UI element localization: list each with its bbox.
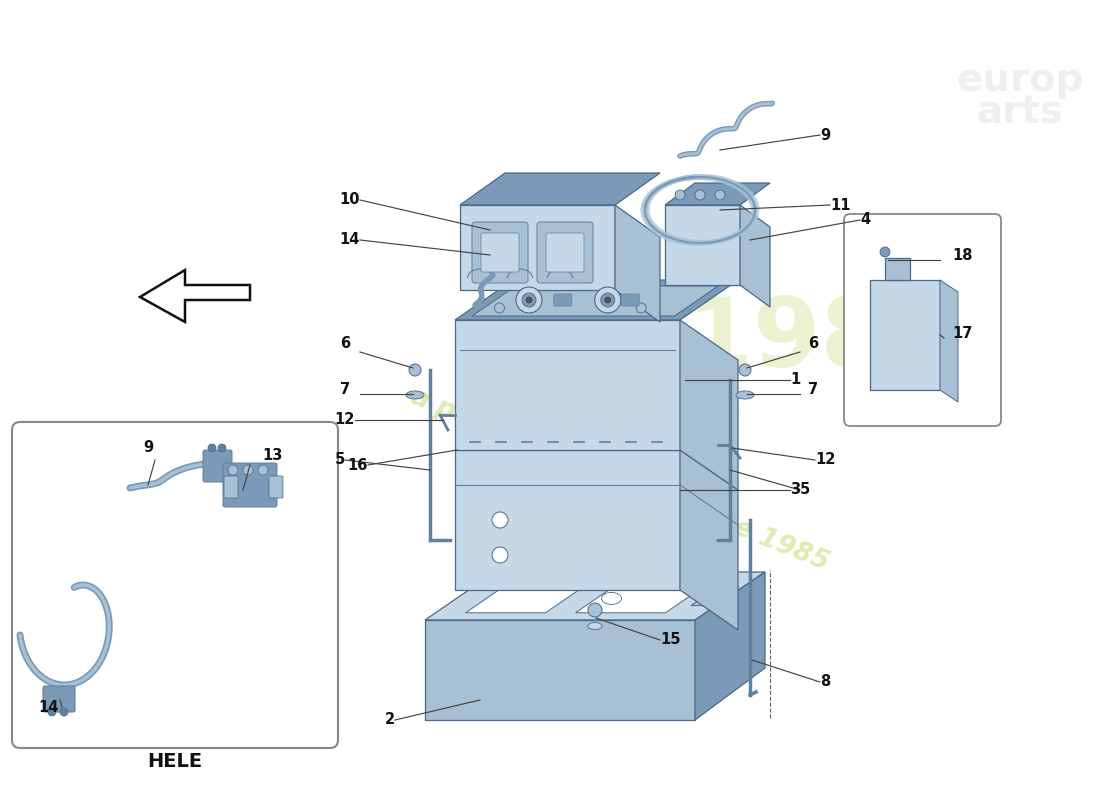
FancyBboxPatch shape xyxy=(12,422,338,748)
Circle shape xyxy=(258,465,268,475)
Polygon shape xyxy=(575,584,707,613)
Polygon shape xyxy=(460,205,615,290)
Polygon shape xyxy=(740,205,770,307)
Ellipse shape xyxy=(602,592,621,605)
Circle shape xyxy=(48,708,56,716)
Ellipse shape xyxy=(406,391,424,399)
Text: HELE: HELE xyxy=(147,752,202,771)
Text: 7: 7 xyxy=(340,382,350,397)
Polygon shape xyxy=(680,450,738,630)
Circle shape xyxy=(409,364,421,376)
Polygon shape xyxy=(666,205,740,285)
Circle shape xyxy=(60,708,68,716)
Text: 5: 5 xyxy=(800,482,811,498)
FancyBboxPatch shape xyxy=(553,294,572,306)
Text: 6: 6 xyxy=(340,336,350,351)
Polygon shape xyxy=(870,280,940,390)
Polygon shape xyxy=(695,572,764,720)
FancyBboxPatch shape xyxy=(472,222,528,283)
Polygon shape xyxy=(666,183,770,205)
Polygon shape xyxy=(140,270,250,322)
FancyBboxPatch shape xyxy=(546,233,584,272)
Text: 1985: 1985 xyxy=(684,294,955,386)
Text: 4: 4 xyxy=(860,213,870,227)
Circle shape xyxy=(243,465,253,475)
Ellipse shape xyxy=(588,622,602,630)
FancyBboxPatch shape xyxy=(621,294,639,306)
Text: a passion for parts since 1985: a passion for parts since 1985 xyxy=(407,384,833,576)
FancyBboxPatch shape xyxy=(43,686,75,712)
Text: 13: 13 xyxy=(262,448,283,463)
Circle shape xyxy=(526,297,532,303)
Circle shape xyxy=(739,364,751,376)
Text: 9: 9 xyxy=(820,127,830,142)
Text: 9: 9 xyxy=(143,440,153,455)
Circle shape xyxy=(522,293,536,307)
Text: 12: 12 xyxy=(334,413,355,427)
Polygon shape xyxy=(472,286,718,316)
Polygon shape xyxy=(425,620,695,720)
FancyBboxPatch shape xyxy=(481,233,519,272)
Polygon shape xyxy=(455,280,738,320)
Circle shape xyxy=(228,465,238,475)
Circle shape xyxy=(880,247,890,257)
Text: 18: 18 xyxy=(952,248,972,263)
Circle shape xyxy=(516,287,542,313)
FancyBboxPatch shape xyxy=(844,214,1001,426)
Circle shape xyxy=(605,297,610,303)
Polygon shape xyxy=(615,205,660,322)
Text: 14: 14 xyxy=(37,700,58,715)
Text: 6: 6 xyxy=(808,336,818,351)
Polygon shape xyxy=(455,410,738,450)
Text: 8: 8 xyxy=(820,674,830,690)
Polygon shape xyxy=(455,450,680,590)
FancyBboxPatch shape xyxy=(223,463,277,507)
Text: 12: 12 xyxy=(815,453,835,467)
Text: 15: 15 xyxy=(660,633,681,647)
Polygon shape xyxy=(425,572,764,620)
Polygon shape xyxy=(460,173,660,205)
Circle shape xyxy=(601,293,615,307)
Circle shape xyxy=(492,512,508,528)
Text: 16: 16 xyxy=(348,458,369,473)
Text: 11: 11 xyxy=(830,198,850,213)
Circle shape xyxy=(208,444,216,452)
Text: europ: europ xyxy=(956,61,1084,99)
Ellipse shape xyxy=(736,391,754,399)
Circle shape xyxy=(675,190,685,200)
Circle shape xyxy=(218,444,226,452)
Polygon shape xyxy=(465,584,587,613)
Text: 14: 14 xyxy=(340,233,360,247)
FancyBboxPatch shape xyxy=(224,476,238,498)
Circle shape xyxy=(494,303,505,313)
Circle shape xyxy=(636,303,646,313)
Text: 7: 7 xyxy=(808,382,818,397)
Text: 2: 2 xyxy=(385,713,395,727)
Polygon shape xyxy=(886,258,910,280)
Polygon shape xyxy=(940,280,958,402)
Text: 17: 17 xyxy=(952,326,972,341)
Circle shape xyxy=(695,190,705,200)
Text: arts: arts xyxy=(977,93,1064,131)
FancyBboxPatch shape xyxy=(270,476,283,498)
Text: 10: 10 xyxy=(340,193,360,207)
Text: 3: 3 xyxy=(790,482,800,498)
FancyBboxPatch shape xyxy=(537,222,593,283)
Polygon shape xyxy=(455,320,680,450)
FancyBboxPatch shape xyxy=(204,450,232,482)
Circle shape xyxy=(595,287,620,313)
Circle shape xyxy=(715,190,725,200)
Circle shape xyxy=(588,603,602,617)
Circle shape xyxy=(492,547,508,563)
Text: 5: 5 xyxy=(334,453,345,467)
Polygon shape xyxy=(691,586,739,606)
Text: 1: 1 xyxy=(790,373,801,387)
Polygon shape xyxy=(680,320,738,490)
